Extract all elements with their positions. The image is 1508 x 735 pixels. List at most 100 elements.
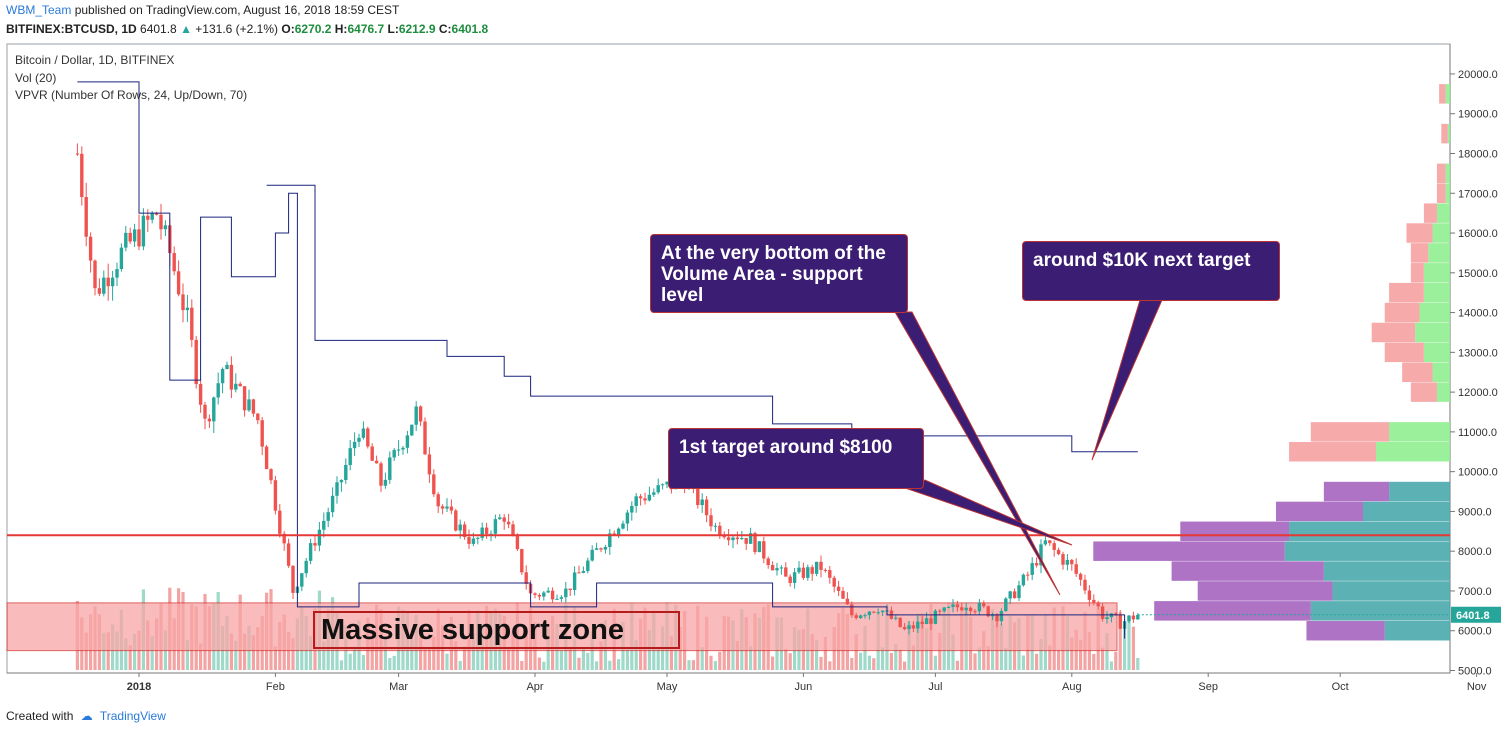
candle-body <box>1127 615 1131 622</box>
volume-bar <box>1127 619 1131 670</box>
y-tick-label: 19000.0 <box>1458 109 1498 121</box>
candle-body <box>832 577 836 587</box>
y-tick-label: 18000.0 <box>1458 148 1498 160</box>
y-tick-label: 16000.0 <box>1458 228 1498 240</box>
candle-body <box>924 618 929 625</box>
last-price-badge <box>1451 606 1501 623</box>
candle-body <box>779 567 784 569</box>
candle-body <box>999 611 1004 622</box>
volume-bar <box>749 646 753 670</box>
candle-body <box>102 277 106 294</box>
candle-body <box>1118 614 1122 629</box>
vpvr-up-bar <box>1289 521 1450 542</box>
candle-body <box>784 567 788 577</box>
candle-body <box>968 607 973 612</box>
volume-bar <box>815 640 819 670</box>
volume-bar <box>243 633 247 670</box>
candle-body <box>458 524 462 531</box>
candle-body <box>731 537 735 541</box>
volume-bar <box>951 634 955 670</box>
volume-bar <box>1048 645 1052 670</box>
candle-body <box>159 214 163 230</box>
candle-body <box>146 215 150 220</box>
volume-bar <box>625 649 629 670</box>
y-tick-label: 20000.0 <box>1458 69 1498 81</box>
open-value: 6270.2 <box>294 22 332 36</box>
candle-body <box>709 515 713 527</box>
tradingview-link[interactable]: TradingView <box>99 709 166 723</box>
candle-body <box>594 548 599 550</box>
author-link[interactable]: WBM_Team <box>6 3 72 17</box>
candle-body <box>1105 617 1109 619</box>
candle-body <box>823 569 828 571</box>
support-zone-rect <box>6 602 1118 652</box>
x-tick-label: Jun <box>795 681 813 693</box>
volume-bar <box>507 648 511 670</box>
candle-body <box>1030 563 1034 575</box>
candle-body <box>990 614 995 617</box>
volume-bar <box>938 632 942 670</box>
volume-bar <box>1035 653 1039 670</box>
candle-body <box>260 420 264 447</box>
ohlc-header: BITFINEX:BTCUSD, 1D 6401.8 ▲ +131.6 (+2.… <box>6 22 488 36</box>
candle-body <box>432 474 436 495</box>
y-tick-label: 8000.0 <box>1458 546 1492 558</box>
candle-body <box>726 537 731 541</box>
candle-body <box>1083 579 1087 591</box>
candle-body <box>269 469 273 481</box>
x-tick-label: Sep <box>1198 681 1218 693</box>
volume-bar <box>687 660 691 670</box>
candle-body <box>1026 574 1030 576</box>
candle-body <box>814 561 819 574</box>
candle-body <box>766 558 770 566</box>
vpvr-up-bar <box>1376 442 1450 462</box>
candle-body <box>335 482 339 496</box>
candle-body <box>110 277 115 287</box>
candle-body <box>625 512 630 524</box>
volume-bar <box>1136 657 1140 670</box>
candle-body <box>357 437 361 442</box>
volume-bar <box>537 657 541 670</box>
vpvr-up-bar <box>1332 581 1450 601</box>
legend-series[interactable]: Bitcoin / Dollar, 1D, BITFINEX <box>15 53 175 67</box>
candle-body <box>863 615 867 617</box>
callout-next-target: around $10K next target <box>1022 241 1280 301</box>
volume-bar <box>1109 661 1113 670</box>
candle-body <box>467 537 471 544</box>
y-tick-label: 12000.0 <box>1458 387 1498 399</box>
candle-body <box>630 505 634 513</box>
volume-bar <box>199 643 203 670</box>
vpvr-up-bar <box>1436 203 1450 223</box>
candle-body <box>911 625 916 629</box>
candle-body <box>634 496 638 506</box>
candle-body <box>1034 563 1039 566</box>
volume-bar <box>709 655 713 670</box>
y-tick-label: 7000.0 <box>1458 586 1492 598</box>
y-tick-label: 14000.0 <box>1458 308 1498 320</box>
candle-body <box>405 435 410 448</box>
volume-bar <box>432 636 436 670</box>
candle-body <box>810 567 814 574</box>
legend-vol[interactable]: Vol (20) <box>15 71 57 85</box>
volume-bar <box>542 661 546 670</box>
candle-body <box>379 463 383 486</box>
candle-body <box>128 232 132 242</box>
candle-body <box>951 604 955 607</box>
legend-vpvr[interactable]: VPVR (Number Of Rows, 24, Up/Down, 70) <box>15 88 248 102</box>
vpvr-up-bar <box>1415 322 1450 343</box>
candle-body <box>137 229 141 247</box>
publish-info: published on TradingView.com, August 16,… <box>74 3 400 17</box>
candle-body <box>643 498 647 501</box>
candle-body <box>942 607 946 612</box>
vpvr-down-bar <box>1384 342 1424 363</box>
callout-volume-area: At the very bottom of the Volume Area - … <box>650 234 908 313</box>
volume-bar <box>370 632 374 670</box>
volume-bar <box>586 652 590 670</box>
candle-body <box>352 441 357 449</box>
vpvr-up-bar <box>1445 84 1450 104</box>
candle-body <box>401 447 405 450</box>
vpvr-up-bar <box>1419 302 1450 323</box>
y-tick-label: 5000.0 <box>1458 666 1492 678</box>
volume-bar <box>581 648 585 670</box>
